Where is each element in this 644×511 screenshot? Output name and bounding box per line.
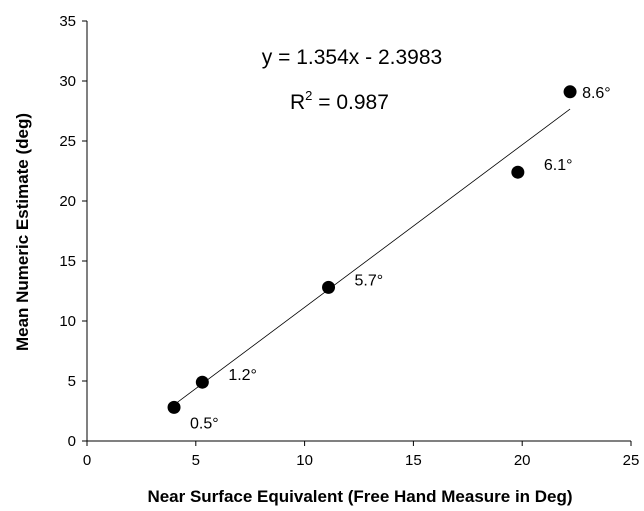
y-axis-title: Mean Numeric Estimate (deg) [13, 113, 32, 351]
y-tick-label: 20 [59, 193, 76, 210]
r-squared-superscript: 2 [305, 88, 312, 103]
point-label: 6.1° [544, 157, 573, 174]
point-label: 0.5° [190, 415, 219, 432]
y-tick-label: 15 [59, 253, 76, 270]
x-tick-label: 20 [514, 452, 531, 469]
data-point [511, 165, 525, 179]
point-label: 5.7° [355, 272, 384, 289]
trendline-group [173, 108, 571, 406]
x-tick-label: 25 [623, 452, 640, 469]
x-tick-label: 0 [83, 452, 91, 469]
axes [86, 21, 631, 442]
y-tick-label: 30 [59, 73, 76, 90]
data-point [563, 85, 577, 99]
trendline [173, 108, 571, 406]
tick-marks: 0 5 10 15 20 25 0 5 10 15 20 25 30 35 [59, 13, 639, 469]
y-tick-label: 35 [59, 13, 76, 30]
r-squared-annotation: R2 = 0.987 [290, 88, 389, 114]
x-tick-label: 15 [405, 452, 422, 469]
data-point [322, 280, 336, 294]
x-axis-title: Near Surface Equivalent (Free Hand Measu… [147, 487, 572, 506]
y-tick-label: 0 [68, 433, 76, 450]
point-label: 1.2° [228, 367, 257, 384]
y-tick-label: 25 [59, 133, 76, 150]
data-point [167, 400, 181, 414]
y-tick-label: 10 [59, 313, 76, 330]
equation-annotation: y = 1.354x - 2.3983 [262, 46, 442, 69]
data-points: 0.5° 1.2° 5.7° 6.1° 8.6° [167, 85, 611, 432]
y-tick-label: 5 [68, 373, 76, 390]
r-squared-value: = 0.987 [312, 91, 388, 114]
x-tick-label: 10 [296, 452, 313, 469]
r-squared-prefix: R [290, 91, 305, 114]
point-label: 8.6° [582, 85, 611, 102]
x-tick-label: 5 [192, 452, 200, 469]
data-point [195, 375, 209, 389]
